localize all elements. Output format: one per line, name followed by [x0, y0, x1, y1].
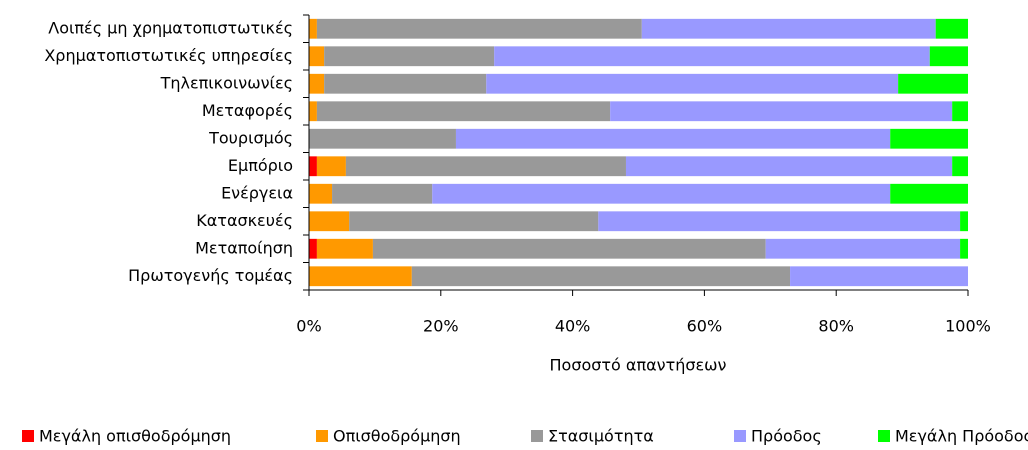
bar-segment	[890, 183, 968, 204]
bar-segment	[790, 266, 968, 287]
bar-segment	[372, 238, 766, 259]
x-tick-label: 80%	[818, 317, 854, 336]
legend-swatch	[531, 430, 543, 442]
x-tick-label: 100%	[945, 317, 991, 336]
bar-segment	[309, 211, 350, 232]
bar-segment	[432, 183, 891, 204]
bar-segment	[309, 101, 317, 122]
y-tick-label: Κατασκευές	[196, 211, 293, 230]
y-tick-label: Χρηματοπιστωτικές υπηρεσίες	[44, 46, 293, 65]
bar-segment	[898, 73, 968, 94]
y-tick-label: Ενέργεια	[221, 183, 293, 202]
bar-segment	[332, 183, 433, 204]
bar-segment	[486, 73, 899, 94]
y-tick-label: Τουρισμός	[208, 128, 293, 147]
x-tick-label: 60%	[687, 317, 723, 336]
legend-swatch	[734, 430, 746, 442]
x-tick-label: 40%	[555, 317, 591, 336]
x-axis-title: Ποσοστό απαντήσεων	[550, 356, 727, 375]
bar-segment	[309, 73, 325, 94]
bar-segment	[345, 156, 626, 177]
x-tick-label: 0%	[296, 317, 321, 336]
y-tick-label: Τηλεπικοινωνίες	[160, 73, 293, 92]
bar-segment	[309, 128, 456, 149]
bar-segment	[610, 101, 953, 122]
legend-label: Οπισθοδρόμηση	[333, 427, 461, 446]
legend-label: Στασιμότητα	[548, 427, 654, 446]
y-tick-label: Λοιπές μη χρηματοπιστωτικές	[48, 18, 293, 37]
bar-segment	[765, 238, 961, 259]
bar-segment	[316, 238, 373, 259]
y-tick-label: Πρωτογενής τομέας	[128, 266, 293, 285]
bar-segment	[316, 101, 611, 122]
bar-segment	[411, 266, 791, 287]
bar-segment	[598, 211, 961, 232]
bar-segment	[641, 18, 936, 39]
bar-segment	[960, 238, 968, 259]
bar-segment	[309, 183, 333, 204]
x-tick-label: 20%	[423, 317, 459, 336]
bar-segment	[935, 18, 968, 39]
y-tick-label: Μεταφορές	[202, 101, 293, 120]
bar-segment	[309, 46, 325, 67]
legend-swatch	[878, 430, 890, 442]
legend-label: Πρόοδος	[751, 427, 822, 446]
y-tick-label: Μεταποίηση	[195, 238, 293, 257]
bar-segment	[952, 101, 968, 122]
legend-label: Μεγάλη Πρόοδος	[895, 427, 1028, 446]
bar-segment	[309, 266, 412, 287]
bar-segment	[309, 18, 317, 39]
legend-swatch	[316, 430, 328, 442]
bar-segment	[309, 238, 317, 259]
bar-segment	[316, 18, 642, 39]
legend-swatch	[22, 430, 34, 442]
bar-segment	[625, 156, 953, 177]
bar-segment	[960, 211, 968, 232]
legend-label: Μεγάλη οπισθοδρόμηση	[39, 427, 231, 446]
y-tick-label: Εμπόριο	[228, 156, 293, 175]
bar-segment	[952, 156, 968, 177]
bar-segment	[309, 156, 317, 177]
bar-segment	[316, 156, 346, 177]
bar-segment	[929, 46, 968, 67]
bar-segment	[349, 211, 599, 232]
bar-segment	[890, 128, 968, 149]
bar-segment	[324, 73, 487, 94]
bar-segment	[494, 46, 930, 67]
bar-segment	[324, 46, 495, 67]
bar-segment	[455, 128, 891, 149]
